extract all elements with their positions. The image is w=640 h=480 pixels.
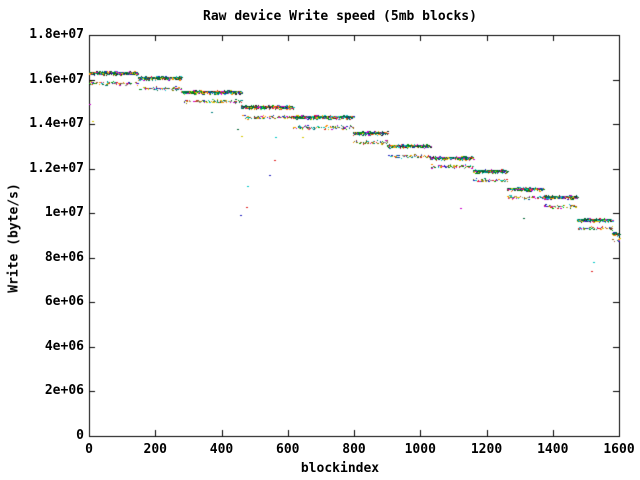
x-tick-label: 200 [143, 442, 167, 457]
y-tick-label: 4e+06 [44, 338, 84, 354]
x-tick-label: 1200 [470, 442, 503, 457]
x-axis-title: blockindex [300, 461, 380, 476]
x-tick-label: 1600 [603, 442, 635, 457]
y-tick-label: 2e+06 [44, 383, 84, 399]
x-tick-label: 400 [209, 442, 234, 457]
y-tick-label: 0 [76, 428, 84, 443]
chart-title: Raw device Write speed (5mb blocks) [203, 9, 477, 24]
y-axis-title: Write (byte/s) [6, 183, 22, 293]
x-tick-label: 600 [276, 442, 300, 457]
y-tick-label: 8e+06 [44, 249, 84, 265]
y-tick-label: 1.8e+07 [29, 27, 84, 42]
y-tick-label: 1.6e+07 [29, 71, 84, 87]
x-tick-label: 800 [342, 442, 366, 457]
y-tick-label: 6e+06 [44, 294, 84, 310]
y-tick-label: 1e+07 [44, 205, 84, 221]
y-tick-label: 1.4e+07 [29, 116, 84, 132]
y-tick-label: 1.2e+07 [29, 160, 84, 176]
x-tick-label: 1400 [537, 442, 569, 457]
x-tick-label: 1000 [404, 442, 436, 457]
x-tick-label: 0 [85, 442, 93, 457]
